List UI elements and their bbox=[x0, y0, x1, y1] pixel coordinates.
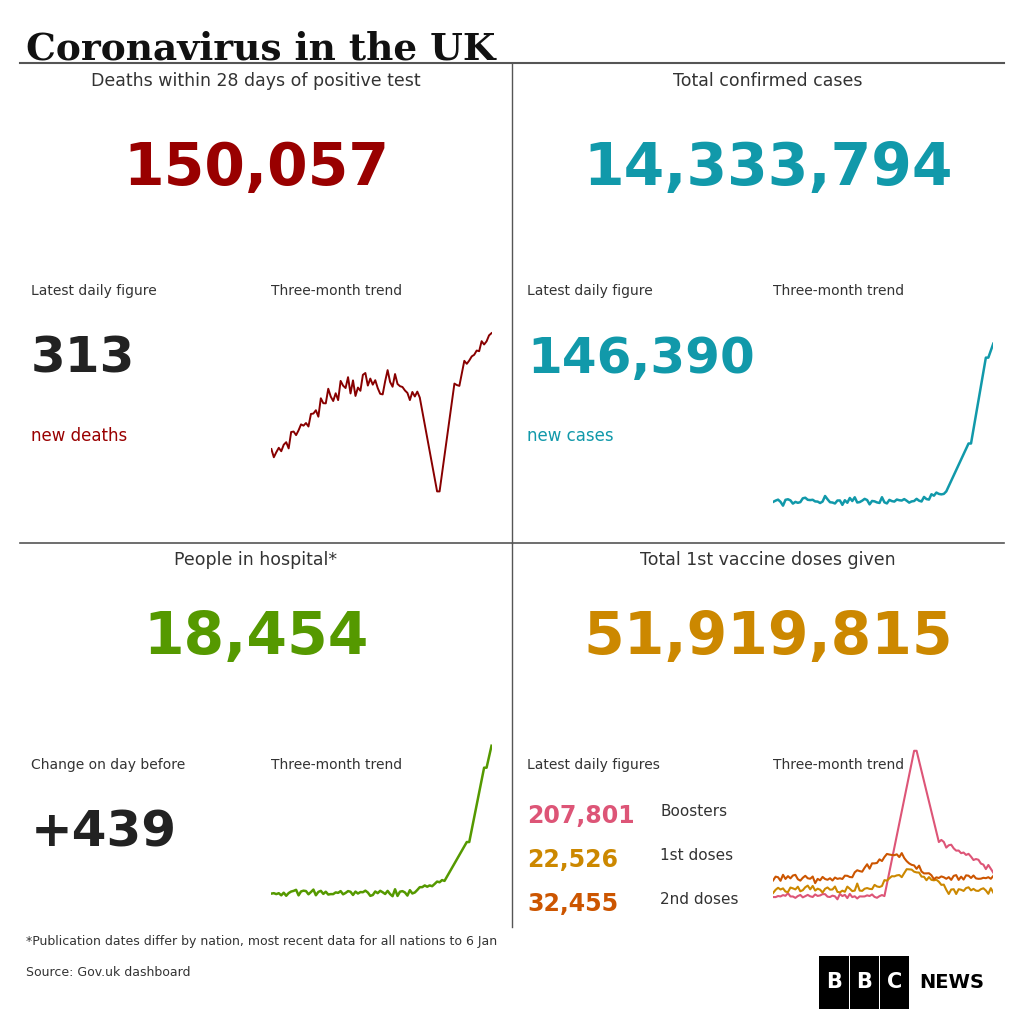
Text: 51,919,815: 51,919,815 bbox=[584, 609, 952, 667]
Text: 146,390: 146,390 bbox=[527, 335, 755, 383]
Text: C: C bbox=[887, 972, 902, 992]
Text: Source: Gov.uk dashboard: Source: Gov.uk dashboard bbox=[26, 966, 190, 979]
Text: Total 1st vaccine doses given: Total 1st vaccine doses given bbox=[640, 551, 896, 569]
Text: B: B bbox=[856, 972, 872, 992]
Text: 313: 313 bbox=[31, 335, 135, 383]
Text: Latest daily figure: Latest daily figure bbox=[527, 284, 653, 298]
Text: Deaths within 28 days of positive test: Deaths within 28 days of positive test bbox=[91, 72, 421, 90]
Text: 207,801: 207,801 bbox=[527, 804, 635, 827]
Text: new deaths: new deaths bbox=[31, 427, 127, 445]
Text: Boosters: Boosters bbox=[660, 804, 728, 819]
Text: new cases: new cases bbox=[527, 427, 614, 445]
Text: 32,455: 32,455 bbox=[527, 892, 618, 915]
Text: People in hospital*: People in hospital* bbox=[174, 551, 338, 569]
Text: 150,057: 150,057 bbox=[123, 140, 389, 198]
FancyBboxPatch shape bbox=[819, 956, 849, 1009]
Text: 22,526: 22,526 bbox=[527, 848, 618, 871]
Text: Latest daily figures: Latest daily figures bbox=[527, 758, 660, 772]
Text: Total confirmed cases: Total confirmed cases bbox=[673, 72, 863, 90]
Text: *Publication dates differ by nation, most recent data for all nations to 6 Jan: *Publication dates differ by nation, mos… bbox=[26, 935, 497, 948]
FancyBboxPatch shape bbox=[880, 956, 909, 1009]
Text: 14,333,794: 14,333,794 bbox=[584, 140, 952, 198]
Text: 2nd doses: 2nd doses bbox=[660, 892, 739, 907]
Text: B: B bbox=[826, 972, 842, 992]
Text: NEWS: NEWS bbox=[920, 973, 985, 991]
Text: 1st doses: 1st doses bbox=[660, 848, 733, 863]
Text: Latest daily figure: Latest daily figure bbox=[31, 284, 157, 298]
Text: 18,454: 18,454 bbox=[143, 609, 369, 667]
Text: Three-month trend: Three-month trend bbox=[773, 758, 904, 772]
Text: Three-month trend: Three-month trend bbox=[773, 284, 904, 298]
Text: Three-month trend: Three-month trend bbox=[271, 758, 402, 772]
Text: +439: +439 bbox=[31, 809, 177, 857]
Text: Coronavirus in the UK: Coronavirus in the UK bbox=[26, 31, 495, 68]
Text: Change on day before: Change on day before bbox=[31, 758, 185, 772]
FancyBboxPatch shape bbox=[850, 956, 879, 1009]
Text: Three-month trend: Three-month trend bbox=[271, 284, 402, 298]
